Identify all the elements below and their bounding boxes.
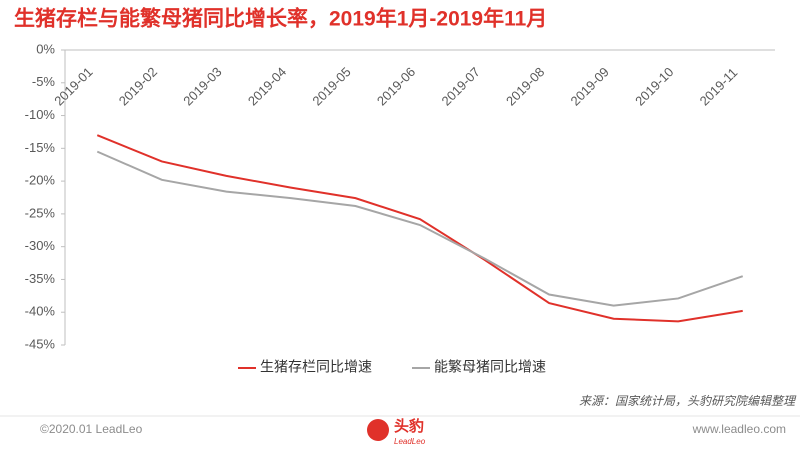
y-tick-label: 0% <box>36 41 55 56</box>
copyright: ©2020.01 LeadLeo <box>40 422 143 436</box>
x-tick-label: 2019-03 <box>180 64 224 108</box>
x-tick-label: 2019-09 <box>568 64 612 108</box>
source: 来源：国家统计局，头豹研究院编辑整理 <box>579 394 797 408</box>
y-tick-label: -45% <box>25 336 56 351</box>
logo-text: 头豹 <box>394 417 424 435</box>
chart-title: 生猪存栏与能繁母猪同比增长率，2019年1月-2019年11月 <box>14 7 547 31</box>
y-tick-label: -10% <box>25 107 56 122</box>
y-tick-label: -35% <box>25 271 56 286</box>
x-tick-label: 2019-01 <box>51 64 95 108</box>
x-tick-label: 2019-08 <box>503 64 547 108</box>
x-tick-label: 2019-02 <box>116 64 160 108</box>
y-tick-label: -20% <box>25 173 56 188</box>
x-tick-label: 2019-05 <box>309 64 353 108</box>
y-tick-label: -5% <box>32 74 56 89</box>
y-tick-label: -25% <box>25 205 56 220</box>
x-tick-label: 2019-06 <box>374 64 418 108</box>
y-tick-label: -40% <box>25 304 56 319</box>
x-tick-label: 2019-11 <box>697 65 741 109</box>
logo-subtext: LeadLeo <box>394 437 426 446</box>
x-tick-label: 2019-10 <box>632 64 676 108</box>
series-line <box>96 150 744 307</box>
x-tick-label: 2019-07 <box>438 64 482 108</box>
legend-label: 能繁母猪同比增速 <box>434 359 546 375</box>
y-tick-label: -15% <box>25 140 56 155</box>
logo-icon <box>367 419 389 441</box>
website: www.leadleo.com <box>692 422 786 436</box>
y-tick-label: -30% <box>25 238 56 253</box>
x-tick-label: 2019-04 <box>245 64 289 108</box>
legend-label: 生猪存栏同比增速 <box>260 359 372 375</box>
series-line <box>96 134 743 323</box>
